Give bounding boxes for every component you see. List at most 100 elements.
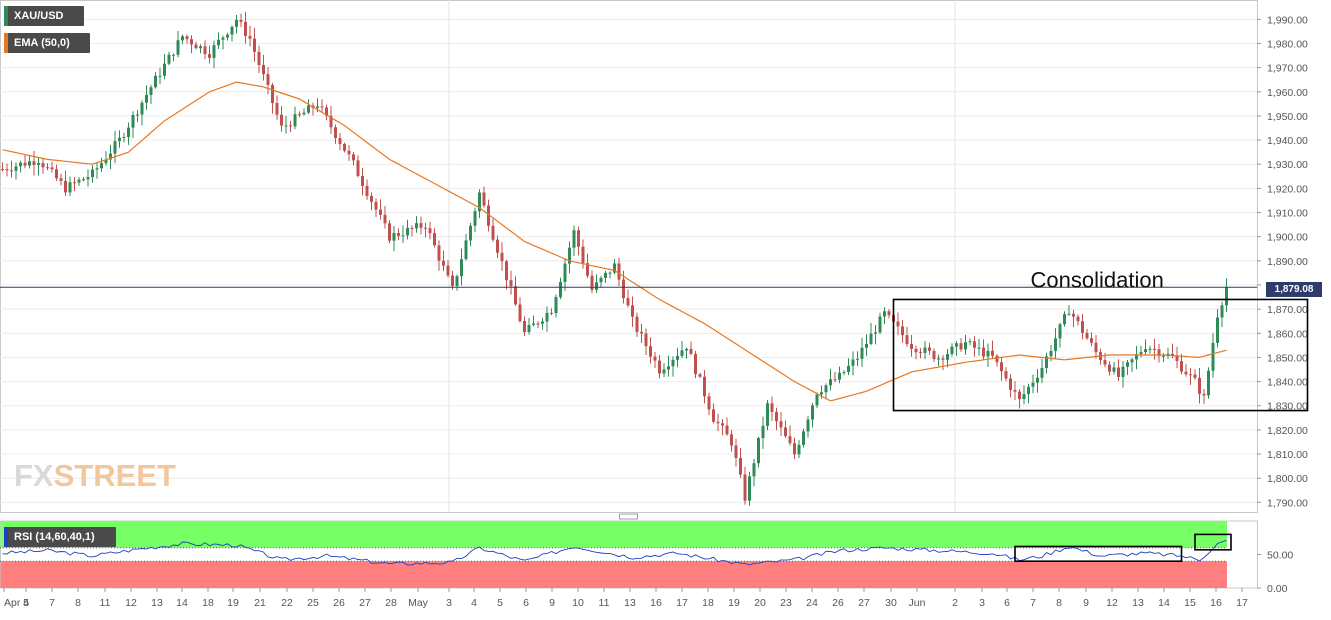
candle-body [658, 360, 661, 374]
x-tick-label: 18 [202, 597, 214, 609]
candle-body [401, 235, 405, 237]
candle-body [437, 245, 441, 261]
candle-body [343, 143, 346, 151]
candle-body [644, 333, 648, 347]
x-tick-label: 16 [650, 597, 662, 609]
candle-body [82, 179, 85, 181]
x-tick-label: 17 [676, 597, 688, 609]
rsi-pill[interactable]: RSI (14,60,40,1) [4, 527, 116, 547]
candle-body [766, 403, 769, 426]
candle-body [109, 153, 112, 160]
candle-body [545, 312, 549, 322]
candle-body [1193, 374, 1197, 378]
candle-body [1117, 367, 1120, 377]
y-tick-label: 1,830.00 [1267, 401, 1308, 413]
candle-body [140, 102, 144, 115]
candle-body [721, 423, 724, 426]
candle-body [905, 335, 909, 345]
x-tick-label: 20 [754, 597, 766, 609]
candle-body [433, 233, 436, 246]
x-tick-label: 17 [1236, 597, 1248, 609]
candle-body [959, 343, 963, 350]
candle-body [352, 154, 355, 161]
candle-body [523, 321, 526, 333]
current-price-tag: 1,879.08 [1266, 282, 1322, 297]
candle-body [464, 240, 468, 260]
x-tick-label: 5 [23, 597, 29, 609]
candle-body [212, 45, 216, 58]
x-tick-label: 6 [523, 597, 529, 609]
candle-body [59, 178, 63, 181]
y-tick-label: 1,930.00 [1267, 159, 1308, 171]
y-tick-label: 1,910.00 [1267, 208, 1308, 220]
candle-body [937, 358, 940, 360]
candle-body [1207, 370, 1210, 396]
y-tick-label: 1,980.00 [1267, 38, 1308, 50]
candle-body [122, 137, 126, 139]
candle-body [5, 169, 9, 171]
y-tick-label: 1,820.00 [1267, 425, 1308, 437]
candle-body [532, 323, 535, 325]
x-tick-label: 27 [359, 597, 371, 609]
candle-body [1022, 394, 1026, 400]
candle-body [100, 163, 103, 169]
candle-body [496, 239, 499, 253]
candle-body [653, 356, 657, 361]
candle-body [635, 316, 639, 332]
candle-body [113, 141, 117, 154]
candle-body [883, 311, 886, 317]
candle-body [802, 431, 805, 445]
candle-body [932, 350, 936, 360]
candle-body [514, 286, 517, 305]
x-tick-label: 7 [49, 597, 55, 609]
candle-body [127, 127, 130, 138]
candle-body [712, 409, 715, 422]
candle-body [388, 223, 391, 241]
candle-body [172, 54, 175, 56]
candle-body [631, 305, 634, 317]
x-tick-label: 15 [1184, 597, 1196, 609]
candle-body [1175, 356, 1179, 362]
candle-body [289, 125, 292, 127]
candle-body [865, 343, 868, 348]
candle-body [1184, 371, 1188, 375]
candle-body [217, 39, 220, 46]
candle-body [163, 63, 166, 76]
candle-body [950, 346, 954, 354]
candle-body [923, 347, 927, 354]
candle-body [604, 272, 607, 278]
candle-body [397, 233, 400, 236]
x-tick-label: 12 [1106, 597, 1118, 609]
rsi-y-tick-label: 50.00 [1267, 550, 1293, 562]
candle-body [1103, 359, 1107, 365]
watermark-fx: FX [14, 458, 54, 493]
candle-body [986, 350, 990, 357]
watermark-street: STREET [53, 458, 176, 493]
candle-body [914, 348, 918, 353]
y-tick-label: 1,790.00 [1267, 497, 1308, 509]
rsi-breakout-box [1194, 533, 1232, 551]
candle-body [734, 445, 738, 458]
candle-body [640, 331, 643, 334]
candle-body [1216, 317, 1219, 343]
candle-body [347, 150, 351, 155]
candle-body [104, 159, 108, 164]
x-tick-label: 11 [599, 597, 610, 609]
candle-body [1130, 359, 1134, 363]
candle-body [1090, 338, 1093, 343]
candle-body [1148, 348, 1152, 350]
ema-pill[interactable]: EMA (50,0) [4, 33, 90, 53]
y-tick-label: 1,960.00 [1267, 87, 1308, 99]
candle-body [689, 348, 693, 354]
candle-body [226, 34, 229, 38]
y-tick-label: 1,860.00 [1267, 328, 1308, 340]
x-tick-label: 25 [307, 597, 319, 609]
x-tick-label: 19 [227, 597, 239, 609]
instrument-pill[interactable]: XAU/USD [4, 6, 84, 26]
x-tick-label: 4 [471, 597, 477, 609]
candle-body [577, 230, 580, 247]
candle-body [64, 180, 67, 193]
x-tick-label: 24 [806, 597, 818, 609]
x-tick-label: 21 [254, 597, 266, 609]
candle-body [536, 323, 540, 325]
